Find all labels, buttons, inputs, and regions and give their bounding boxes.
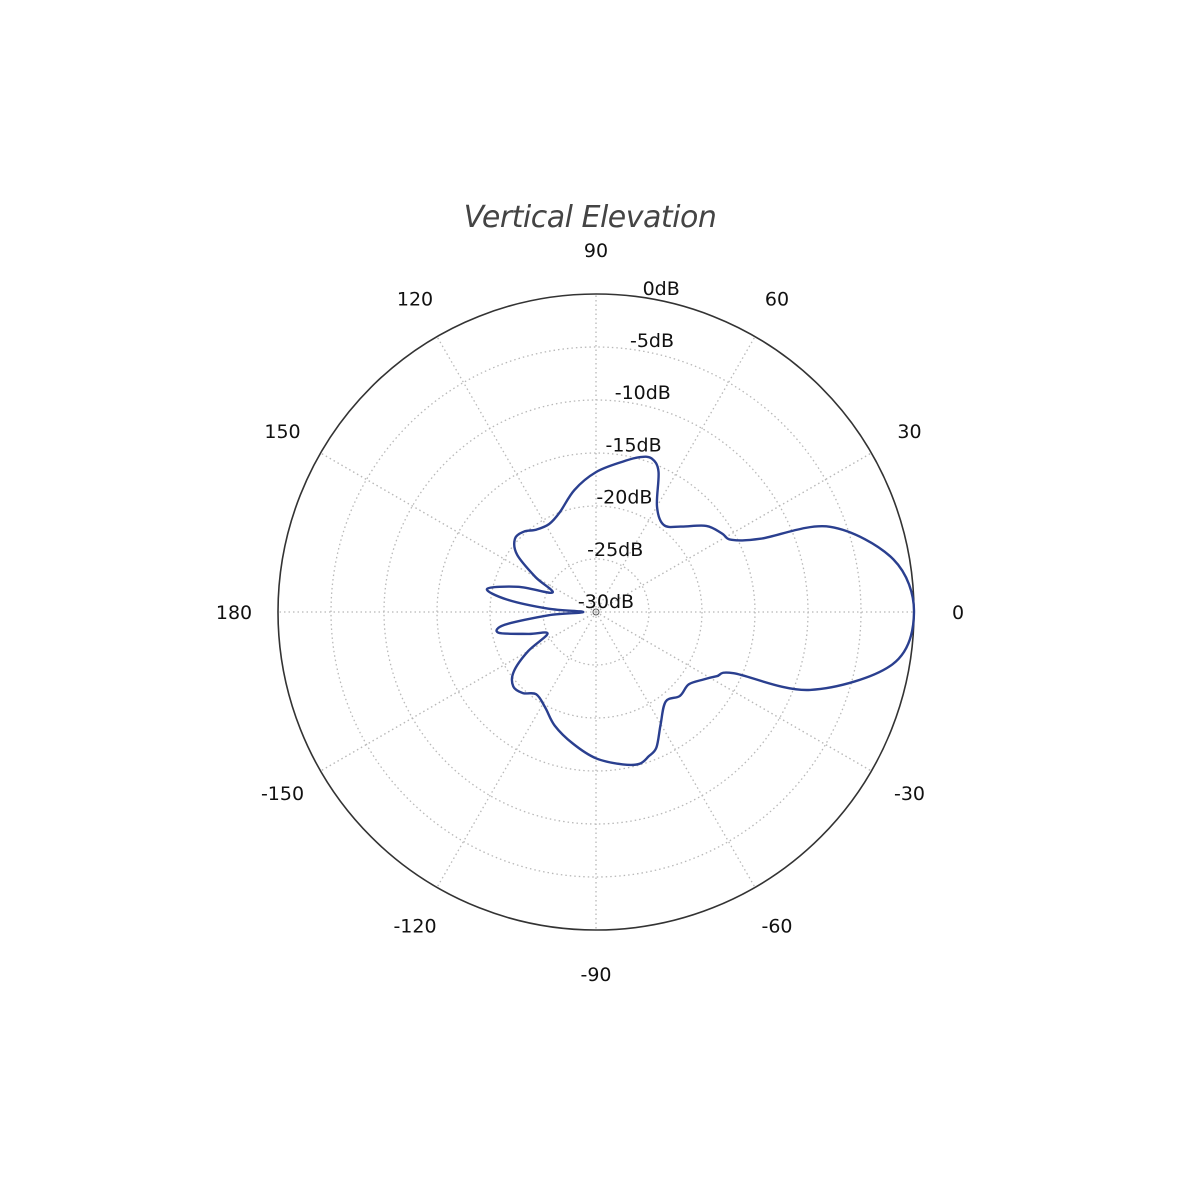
grid-spoke (320, 611, 597, 772)
angle-tick-label: 0 (952, 602, 964, 624)
grid-ring (330, 346, 862, 878)
radial-tick-label: -15dB (606, 434, 662, 456)
radial-tick-label: 0dB (643, 278, 680, 300)
radial-tick-label: -25dB (587, 539, 643, 561)
angle-tick-label: 90 (584, 240, 608, 262)
tick-labels: 0 30 60 90 120 150 180 -150 -120 -90 -60 -30 0dB -5dB… (216, 240, 964, 986)
angle-tick-label: 120 (397, 289, 433, 311)
chart-title: Vertical Elevation (463, 200, 717, 235)
grid-spoke (436, 336, 597, 613)
angle-tick-label: 150 (264, 421, 300, 443)
grid-spoke (595, 336, 756, 613)
grid-ring (489, 505, 703, 719)
grid-spoke (436, 611, 597, 888)
angle-tick-label: -150 (261, 783, 304, 805)
grid-ring (542, 558, 650, 666)
radial-tick-label: -10dB (615, 382, 671, 404)
angle-tick-label: -60 (761, 916, 792, 938)
center-marker (592, 608, 600, 616)
angle-tick-label: 180 (216, 602, 252, 624)
radial-tick-label: -30dB (578, 591, 634, 613)
pattern-line (485, 455, 916, 767)
angle-tick-label: 30 (897, 421, 921, 443)
grid-spoke (595, 611, 756, 888)
radial-tick-label: -5dB (630, 330, 674, 352)
grid-spoke (595, 611, 872, 772)
radial-tick-label: -20dB (596, 487, 652, 509)
pattern-series (485, 455, 916, 767)
angle-tick-label: -120 (393, 916, 436, 938)
angle-tick-label: 60 (765, 289, 789, 311)
grid-spoke (320, 452, 597, 613)
polar-grid (277, 293, 915, 931)
angle-tick-label: -90 (580, 964, 611, 986)
grid-spoke (595, 452, 872, 613)
angle-tick-label: -30 (894, 783, 925, 805)
